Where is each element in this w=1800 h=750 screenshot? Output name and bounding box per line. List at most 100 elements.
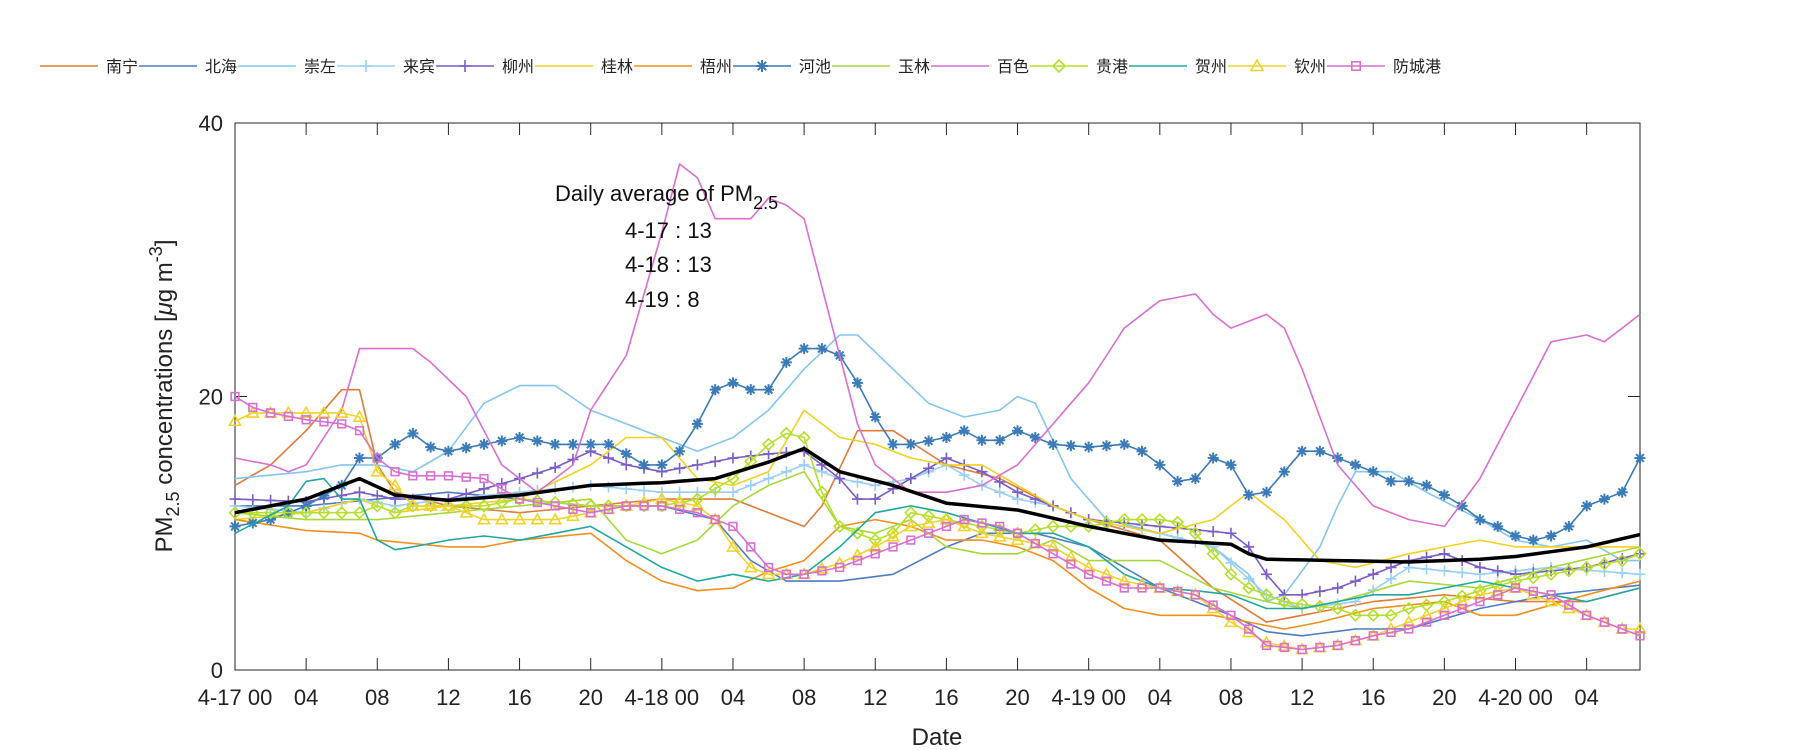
data-point [425, 441, 437, 453]
data-point [1384, 608, 1398, 622]
data-point [1029, 432, 1041, 444]
data-point [1473, 587, 1487, 600]
data-point [869, 411, 881, 423]
data-point [726, 471, 740, 486]
data-point [531, 435, 543, 447]
data-point [1386, 627, 1396, 638]
data-point [459, 499, 473, 513]
x-tick-label: 12 [436, 685, 460, 710]
annotation-title-main: Daily average of PM [555, 181, 753, 206]
data-point [550, 501, 560, 511]
data-point [319, 417, 329, 427]
data-point [656, 459, 668, 471]
data-point [799, 569, 809, 579]
y-axis-title-unit: g m [151, 262, 178, 302]
data-point [603, 504, 614, 514]
x-tick-label: 12 [863, 685, 887, 710]
data-point [1012, 528, 1023, 538]
data-point [370, 499, 384, 513]
data-point [1421, 563, 1433, 575]
legend-item: 梧州 [634, 58, 732, 76]
legend-item: 崇左 [238, 58, 336, 76]
data-point [903, 519, 918, 532]
data-point [229, 493, 241, 505]
series-line [234, 163, 1641, 528]
data-point [1349, 459, 1361, 471]
data-point [1172, 586, 1183, 597]
data-point [478, 483, 490, 495]
data-point [1616, 567, 1628, 579]
legend-item: 贵港 [1030, 58, 1128, 76]
data-point [994, 476, 1006, 488]
data-point [548, 495, 562, 510]
data-point [745, 479, 757, 491]
data-point [424, 499, 438, 513]
data-point [621, 501, 631, 511]
legend-item: 北海 [139, 58, 237, 76]
legend-label: 北海 [205, 58, 237, 76]
data-point [585, 438, 597, 450]
data-point [441, 499, 456, 513]
x-tick-label: 08 [792, 685, 816, 710]
data-point [228, 414, 242, 427]
data-point [708, 482, 722, 496]
data-point [1403, 475, 1415, 487]
data-point [1172, 475, 1184, 487]
legend-label: 来宾 [403, 58, 435, 76]
data-point [1634, 568, 1646, 580]
data-point [477, 499, 491, 513]
data-point [1457, 603, 1467, 614]
data-point [441, 498, 456, 511]
data-point [1189, 473, 1201, 485]
average-line [234, 446, 1641, 564]
data-point [992, 529, 1007, 542]
legend-label: 贵港 [1096, 58, 1128, 76]
x-tick-label: 04 [1574, 685, 1598, 710]
y-tick-label: 20 [199, 385, 223, 410]
data-point [817, 566, 827, 576]
data-point [477, 512, 491, 525]
legend-marker [756, 60, 768, 72]
data-point [1349, 575, 1361, 587]
data-point [549, 438, 561, 450]
average-layer [234, 446, 1641, 564]
data-point [1528, 586, 1538, 597]
data-point [388, 478, 402, 491]
data-point [1437, 601, 1452, 614]
data-point [299, 405, 314, 418]
data-point [1081, 560, 1096, 573]
data-point [709, 455, 721, 467]
series-8 [229, 343, 1646, 546]
data-point [1544, 594, 1558, 607]
data-point [602, 452, 614, 464]
data-point [390, 467, 400, 477]
data-point [690, 498, 705, 511]
x-tick-label: 12 [1290, 685, 1314, 710]
data-point [1474, 561, 1486, 573]
data-point [317, 506, 331, 520]
data-point [1277, 594, 1291, 609]
data-point [388, 506, 402, 520]
data-point [229, 520, 241, 532]
data-point [761, 567, 776, 580]
x-tick-label: 4-19 00 [1051, 685, 1126, 710]
data-point [425, 471, 436, 481]
data-point [1455, 594, 1470, 607]
x-tick-label: 20 [578, 685, 602, 710]
data-point [815, 561, 829, 574]
data-point [1563, 520, 1575, 532]
legend-item: 来宾 [337, 58, 435, 76]
data-point [1277, 638, 1292, 651]
y-axis-title-sup: -3 [146, 246, 166, 262]
data-point [602, 438, 614, 450]
data-point [620, 448, 632, 460]
legend-item: 百色 [931, 58, 1029, 76]
data-point [1314, 445, 1326, 457]
data-point [1385, 573, 1397, 585]
data-point [692, 508, 703, 518]
data-point [691, 486, 703, 498]
legend-item: 玉林 [832, 58, 930, 76]
data-point [1047, 438, 1059, 450]
annotation-line-1: 4-17 : 13 [625, 218, 712, 243]
